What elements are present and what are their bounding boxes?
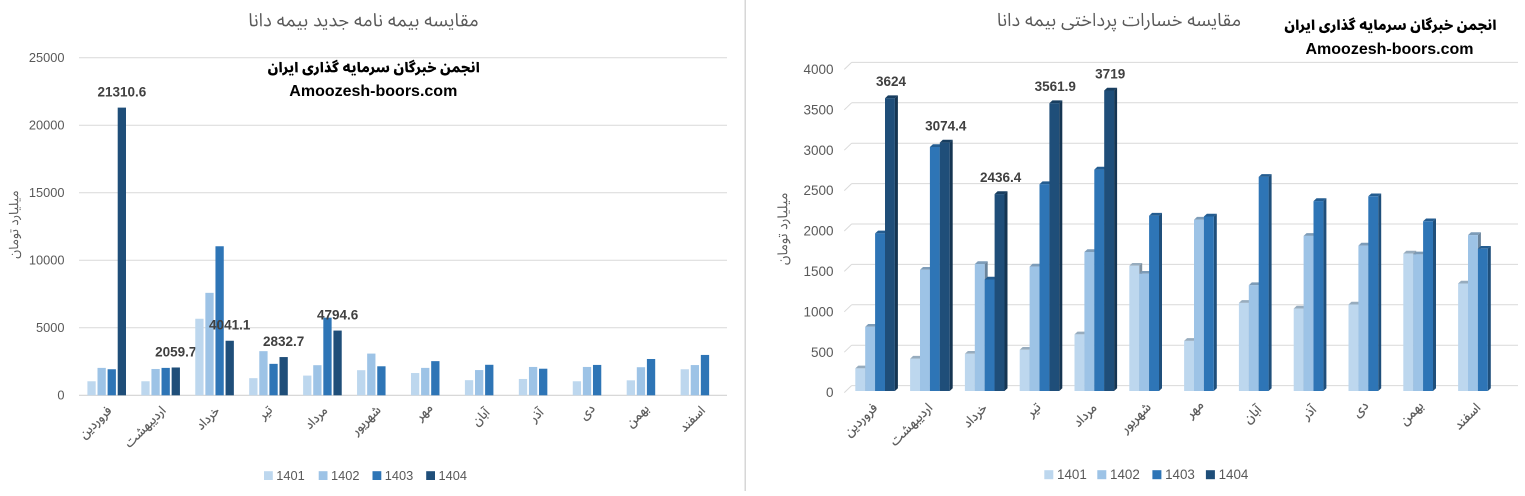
svg-text:25000: 25000 xyxy=(29,50,65,65)
svg-text:2500: 2500 xyxy=(803,183,833,198)
svg-text:1404: 1404 xyxy=(439,468,467,483)
svg-text:2059.7: 2059.7 xyxy=(155,344,196,359)
svg-text:1401: 1401 xyxy=(1057,467,1087,482)
svg-text:1403: 1403 xyxy=(385,468,413,483)
svg-text:1500: 1500 xyxy=(803,264,833,279)
svg-text:5000: 5000 xyxy=(36,320,64,335)
svg-text:0: 0 xyxy=(57,388,64,403)
svg-text:20000: 20000 xyxy=(29,118,65,133)
svg-text:1404: 1404 xyxy=(1219,467,1249,482)
svg-text:3000: 3000 xyxy=(803,143,833,158)
svg-text:0: 0 xyxy=(826,385,834,400)
svg-text:4041.1: 4041.1 xyxy=(209,318,251,333)
svg-text:10000: 10000 xyxy=(29,253,65,268)
svg-text:3624: 3624 xyxy=(876,74,907,89)
svg-text:Amoozesh-boors.com: Amoozesh-boors.com xyxy=(1305,41,1473,58)
svg-text:2436.4: 2436.4 xyxy=(980,170,1022,185)
svg-text:500: 500 xyxy=(811,345,834,360)
svg-text:1401: 1401 xyxy=(276,468,304,483)
svg-text:Amoozesh-boors.com: Amoozesh-boors.com xyxy=(289,83,457,100)
svg-text:21310.6: 21310.6 xyxy=(97,84,146,99)
svg-text:3500: 3500 xyxy=(803,102,833,117)
svg-text:1402: 1402 xyxy=(331,468,359,483)
svg-text:2000: 2000 xyxy=(803,224,833,239)
svg-text:3074.4: 3074.4 xyxy=(925,118,967,133)
svg-text:3719: 3719 xyxy=(1095,66,1125,81)
svg-text:1402: 1402 xyxy=(1110,467,1140,482)
svg-text:2832.7: 2832.7 xyxy=(263,334,304,349)
svg-text:3561.9: 3561.9 xyxy=(1035,79,1076,94)
svg-text:4794.6: 4794.6 xyxy=(317,307,359,322)
svg-text:15000: 15000 xyxy=(29,185,65,200)
svg-text:1000: 1000 xyxy=(803,304,833,319)
svg-text:1403: 1403 xyxy=(1165,467,1195,482)
svg-text:4000: 4000 xyxy=(803,62,833,77)
